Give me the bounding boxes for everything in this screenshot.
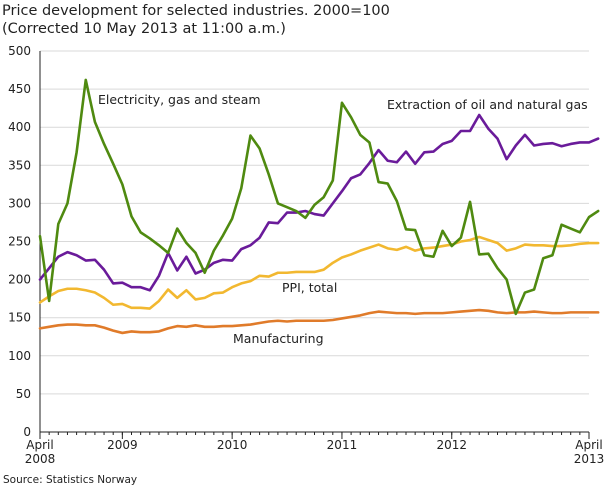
y-tick-label: 0 <box>23 425 31 439</box>
source-note: Source: Statistics Norway <box>3 474 137 486</box>
y-tick-label: 200 <box>8 273 31 287</box>
gridlines <box>40 50 589 395</box>
x-tick-label: 2012 <box>436 438 467 452</box>
tick-labels: 050100150200250300350400450500April20082… <box>8 44 604 466</box>
y-tick-label: 300 <box>8 196 31 210</box>
series-lines <box>38 78 600 335</box>
annotation-ppi-total: PPI, total <box>282 280 337 295</box>
y-tick-label: 150 <box>8 311 31 325</box>
y-tick-label: 50 <box>16 387 31 401</box>
chart-title-main: Price development for selected industrie… <box>2 3 390 19</box>
series-line-ppi-total <box>38 235 600 310</box>
y-tick-label: 250 <box>8 235 31 249</box>
series-line-manufacturing <box>38 308 600 335</box>
y-tick-label: 350 <box>8 158 31 172</box>
x-tick-label: 2010 <box>217 438 248 452</box>
annotation-oil-gas: Extraction of oil and natural gas <box>387 97 588 112</box>
x-tick-label: 2011 <box>327 438 358 452</box>
x-tick-label: April <box>26 438 53 452</box>
series-annotations: Electricity, gas and steam Extraction of… <box>98 92 588 346</box>
y-tick-label: 450 <box>8 82 31 96</box>
series-line-electricity-gas-and-steam <box>38 78 600 316</box>
x-tick-label-year: 2008 <box>25 452 56 466</box>
chart-subtitle: (Corrected 10 May 2013 at 11:00 a.m.) <box>2 21 286 37</box>
x-tick-label-year: 2013 <box>574 452 605 466</box>
x-tick-label: April <box>575 438 602 452</box>
y-tick-label: 100 <box>8 349 31 363</box>
x-tick-label: 2009 <box>107 438 138 452</box>
annotation-manufacturing: Manufacturing <box>233 331 324 346</box>
chart-title: Price development for selected industrie… <box>2 2 390 38</box>
y-tick-label: 400 <box>8 120 31 134</box>
annotation-electricity: Electricity, gas and steam <box>98 92 261 107</box>
y-tick-label: 500 <box>8 44 31 58</box>
series-line-extraction-of-oil-and-natural-gas <box>38 113 600 292</box>
